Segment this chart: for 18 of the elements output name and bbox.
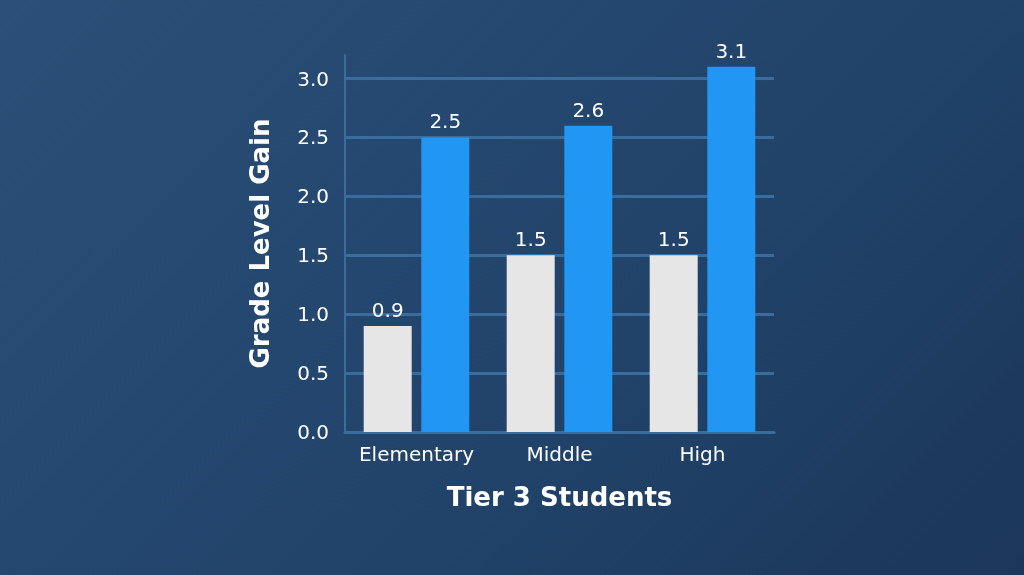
y-tick-label: 1.5: [297, 243, 329, 268]
data-label: 2.5: [429, 109, 462, 134]
y-tick-label: 0.0: [297, 420, 329, 444]
x-tick-label: Elementary: [358, 442, 475, 466]
y-tick-label: 3.0: [297, 66, 329, 91]
x-tick-label: High: [679, 442, 726, 466]
y-tick-label: 1.0: [297, 302, 329, 327]
y-tick-label: 2.5: [297, 125, 329, 150]
x-axis-title: Tier 3 Students: [446, 482, 673, 512]
x-tick-label: Middle: [526, 442, 593, 466]
data-label: 1.5: [657, 227, 690, 252]
y-axis-title: Grade Level Gain: [245, 118, 275, 369]
data-label: 0.9: [371, 297, 404, 322]
data-label: 1.5: [514, 227, 547, 252]
data-label: 3.1: [715, 38, 748, 63]
data-label: 2.6: [572, 97, 605, 122]
y-tick-label: 0.5: [297, 361, 329, 386]
y-tick-label: 2.0: [297, 184, 329, 209]
